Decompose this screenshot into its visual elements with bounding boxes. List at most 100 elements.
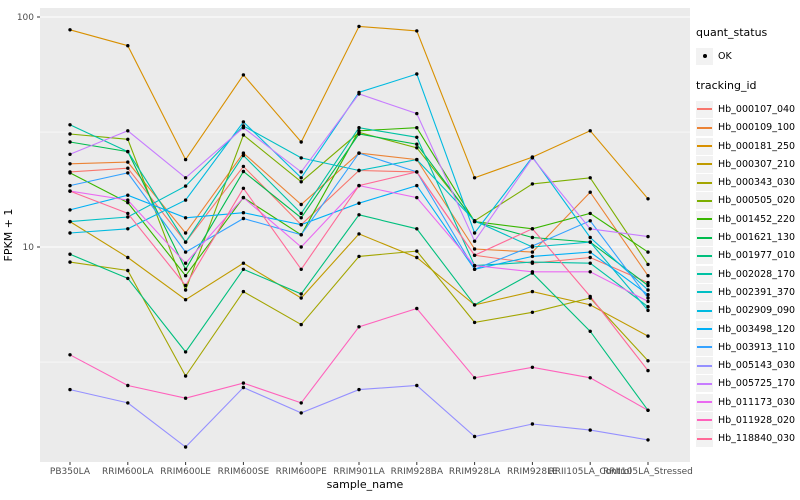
legend-label: Hb_001452_220 <box>718 213 796 225</box>
legend-label: Hb_003913_110 <box>718 341 796 353</box>
legend-line-icon <box>697 437 712 440</box>
y-tick-label-100: 100 <box>17 13 34 23</box>
x-tick-label-PB350LA: PB350LA <box>50 467 91 477</box>
legend-key-swatch <box>696 229 713 247</box>
series-points-Hb_118840_030 <box>68 170 650 373</box>
legend-line-icon <box>697 401 712 404</box>
x-tick-label-RRIM600LE: RRIM600LE <box>160 467 211 477</box>
x-tick-label-RRIM600SE: RRIM600SE <box>218 467 270 477</box>
legend-key-swatch <box>696 357 713 375</box>
legend-line-icon <box>697 145 712 148</box>
legend-line-icon <box>697 382 712 385</box>
legend-label: Hb_002028_170 <box>718 268 796 280</box>
legend-label: Hb_002909_090 <box>718 305 796 317</box>
series-points-Hb_011928_020 <box>68 306 650 412</box>
legend-line-icon <box>697 236 712 239</box>
x-tick-label-RRIM600PE: RRIM600PE <box>276 467 328 477</box>
legend-line-icon <box>697 108 712 111</box>
legend-key-swatch <box>696 174 713 192</box>
legend-key-swatch <box>696 192 713 210</box>
legend-item-Hb_000343_030: Hb_000343_030 <box>696 173 800 192</box>
legend-line-icon <box>697 419 712 422</box>
legend-key-swatch <box>696 411 713 429</box>
legend-line-icon <box>697 181 712 184</box>
legend-key-swatch <box>696 119 713 137</box>
x-tick-label-RRII105LA_Control: RRII105LA_Control <box>548 467 631 477</box>
legend-item-Hb_000181_250: Hb_000181_250 <box>696 137 800 155</box>
legend-key-swatch <box>696 393 713 411</box>
legend-label-ok: OK <box>718 50 732 62</box>
legend-line-icon <box>697 346 712 349</box>
legend-label: Hb_000343_030 <box>718 177 796 189</box>
legend-item-Hb_001621_130: Hb_001621_130 <box>696 228 800 247</box>
legend-key-swatch <box>696 430 713 448</box>
legend-item-Hb_005725_170: Hb_005725_170 <box>696 375 800 393</box>
series-points-Hb_000307_210 <box>68 219 650 338</box>
legend-item-Hb_001452_220: Hb_001452_220 <box>696 210 800 228</box>
legend-key-swatch <box>696 320 713 338</box>
legend-key-swatch <box>696 155 713 173</box>
legend-key-swatch <box>696 375 713 393</box>
legend-line-icon <box>697 254 712 257</box>
series-points-Hb_005725_170 <box>68 92 650 243</box>
legend-key-swatch <box>696 137 713 155</box>
legend-item-Hb_000109_100: Hb_000109_100 <box>696 119 800 137</box>
legend-line-icon <box>697 199 712 202</box>
legend-label: Hb_000181_250 <box>718 140 796 152</box>
legend-line-icon <box>697 364 712 367</box>
y-axis-title: FPKM + 1 <box>2 209 15 262</box>
legend-label: Hb_002391_370 <box>718 286 796 298</box>
legend-label: Hb_000307_210 <box>718 158 796 170</box>
x-tick-label-RRIM928LE: RRIM928LE <box>507 467 558 477</box>
legend-line-icon <box>697 309 712 312</box>
legend-label: Hb_001977_010 <box>718 250 796 262</box>
series-points-Hb_002028_170 <box>68 123 650 309</box>
legend-key-swatch <box>696 247 713 265</box>
legend-key-swatch <box>696 210 713 228</box>
legend-label: Hb_005725_170 <box>718 378 796 390</box>
legend-item-Hb_011173_030: Hb_011173_030 <box>696 393 800 411</box>
legend-item-Hb_001977_010: Hb_001977_010 <box>696 247 800 265</box>
legend-label: Hb_118840_030 <box>718 433 796 445</box>
panel-background <box>40 8 690 462</box>
legend-item-Hb_002028_170: Hb_002028_170 <box>696 265 800 283</box>
legend-key-swatch <box>696 338 713 356</box>
legend-title-quant-status: quant_status <box>696 26 768 39</box>
legend-item-Hb_002909_090: Hb_002909_090 <box>696 302 800 320</box>
x-axis-title: sample_name <box>327 478 404 491</box>
legend-key-swatch <box>696 265 713 283</box>
x-tick-label-RRIM928BA: RRIM928BA <box>391 467 444 477</box>
legend-key-swatch <box>696 302 713 320</box>
legend-label: Hb_003498_120 <box>718 323 796 335</box>
legend-line-icon <box>697 328 712 330</box>
legend-label: Hb_000505_020 <box>718 195 796 207</box>
legend-item-Hb_011928_020: Hb_011928_020 <box>696 411 800 429</box>
legend-item-Hb_005143_030: Hb_005143_030 <box>696 356 800 375</box>
legend-label: Hb_000107_040 <box>718 103 796 115</box>
y-tick-label-10: 10 <box>23 243 35 253</box>
legend-key-ok <box>696 47 713 65</box>
x-tick-label-RRII105LA_Stressed: RRII105LA_Stressed <box>603 467 693 477</box>
legend-item-Hb_002391_370: Hb_002391_370 <box>696 283 800 301</box>
legend-key-swatch <box>696 100 713 118</box>
legend-item-Hb_003498_120: Hb_003498_120 <box>696 320 800 338</box>
x-tick-label-RRIM600LA: RRIM600LA <box>102 467 154 477</box>
legend-label: Hb_000109_100 <box>718 122 796 134</box>
legend-label: Hb_011173_030 <box>718 396 796 408</box>
legend-line-icon <box>697 163 712 166</box>
legend-item-Hb_118840_030: Hb_118840_030 <box>696 430 800 448</box>
legend-line-icon <box>697 218 712 221</box>
legend-item-Hb_003913_110: Hb_003913_110 <box>696 338 800 356</box>
x-tick-label-RRIM928LA: RRIM928LA <box>449 467 501 477</box>
legend-label: Hb_005143_030 <box>718 360 796 372</box>
point-marker-icon <box>702 54 707 59</box>
legend-label: Hb_001621_130 <box>718 232 796 244</box>
legend-item-Hb_000107_040: Hb_000107_040 <box>696 100 800 118</box>
legend-line-icon <box>697 126 712 129</box>
legend-label: Hb_011928_020 <box>718 414 796 426</box>
legend-item-Hb_000307_210: Hb_000307_210 <box>696 155 800 173</box>
legend-tracking-entries: Hb_000107_040 Hb_000109_100 Hb_000181_250 H… <box>696 100 800 448</box>
legend-item-ok: OK <box>696 47 800 65</box>
